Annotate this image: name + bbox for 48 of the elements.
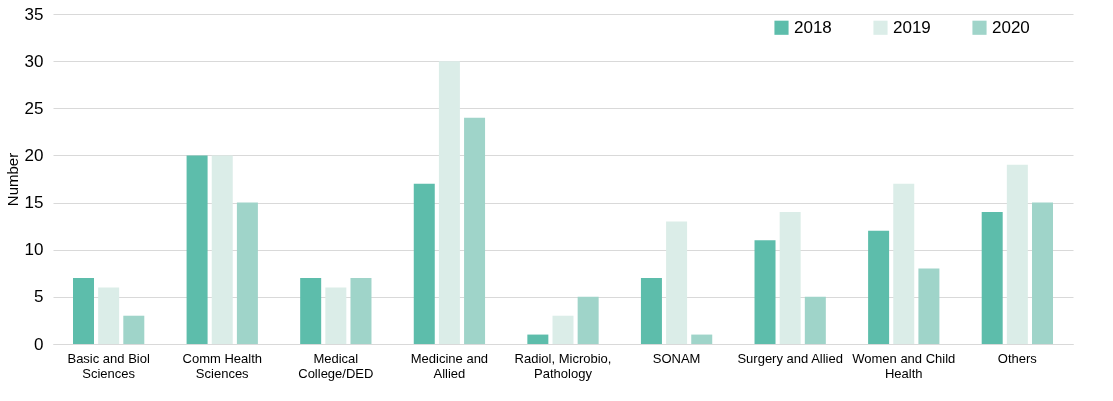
- y-tick-label: 0: [34, 334, 44, 354]
- bar: [98, 287, 120, 344]
- bar: [577, 296, 599, 344]
- y-tick-label: 20: [24, 145, 44, 165]
- y-axis-title: Number: [3, 152, 21, 207]
- y-tick-label: 35: [24, 4, 44, 24]
- bar: [464, 117, 486, 344]
- bar: [691, 334, 713, 344]
- bar: [211, 155, 233, 344]
- bar: [325, 287, 347, 344]
- bar: [868, 230, 890, 344]
- bar: [640, 278, 662, 344]
- y-tick-label: 10: [24, 240, 44, 260]
- legend-label: 2018: [794, 17, 832, 37]
- bar: [981, 212, 1003, 344]
- legend-label: 2019: [893, 17, 931, 37]
- x-tick-label: Medical College/DED: [298, 350, 374, 381]
- bar: [754, 240, 776, 344]
- x-tick-label: Medicine and Allied: [410, 350, 489, 381]
- y-tick-label: 30: [24, 51, 44, 71]
- y-tick-label: 5: [34, 287, 44, 307]
- bar: [1031, 202, 1053, 344]
- x-tick-label: Radiol, Microbio, Pathology: [514, 350, 612, 381]
- bar: [918, 268, 940, 344]
- bar: [804, 296, 826, 344]
- y-tick-label: 15: [24, 193, 44, 213]
- x-tick-label: Women and Child Health: [852, 350, 956, 381]
- y-tick-label: 25: [24, 98, 44, 118]
- bar: [413, 183, 435, 344]
- bar: [552, 315, 574, 344]
- bar: [779, 212, 801, 344]
- bar: [300, 278, 322, 344]
- bar: [1006, 164, 1028, 344]
- x-tick-label: SONAM: [652, 350, 701, 366]
- bar: [123, 315, 145, 344]
- bar: [236, 202, 258, 344]
- bar: [438, 61, 460, 344]
- bar: [893, 183, 915, 344]
- x-tick-label: Surgery and Allied: [737, 350, 843, 366]
- x-tick-label: Others: [997, 350, 1038, 366]
- legend-label: 2020: [992, 17, 1030, 37]
- x-tick-label: Basic and Biol Sciences: [67, 350, 150, 381]
- bar: [186, 155, 208, 344]
- bar: [527, 334, 549, 344]
- x-tick-label: Comm Health Sciences: [182, 350, 262, 381]
- bar: [666, 221, 688, 344]
- bar: [73, 278, 95, 344]
- bar: [350, 278, 372, 344]
